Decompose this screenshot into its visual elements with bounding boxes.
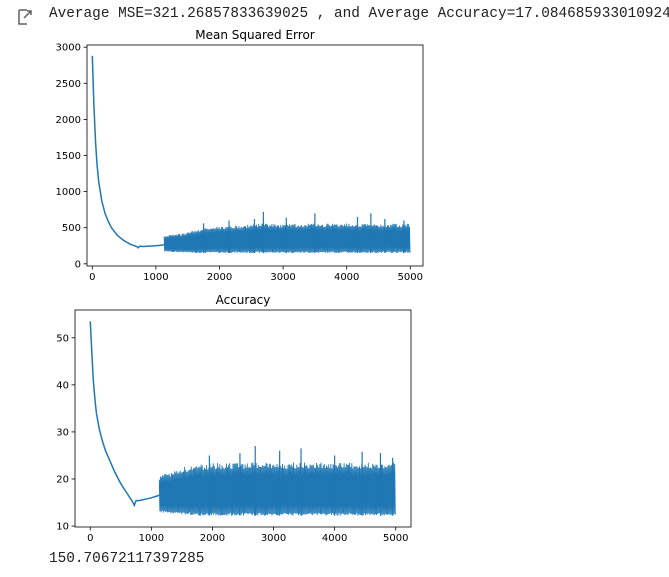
y-tick-label: 0 bbox=[75, 259, 81, 270]
x-tick-label: 1000 bbox=[143, 272, 168, 283]
chart-title: Accuracy bbox=[216, 293, 271, 307]
y-tick-label: 500 bbox=[62, 223, 81, 234]
x-tick-label: 2000 bbox=[200, 533, 225, 544]
x-tick-label: 0 bbox=[87, 533, 93, 544]
stdout-text: Average MSE=321.26857833639025 , and Ave… bbox=[49, 6, 669, 22]
y-tick-label: 1000 bbox=[56, 187, 81, 198]
x-tick-label: 4000 bbox=[334, 272, 359, 283]
y-tick-label: 1500 bbox=[56, 151, 81, 162]
y-tick-label: 20 bbox=[56, 474, 69, 485]
x-tick-label: 0 bbox=[89, 272, 95, 283]
axes-frame bbox=[74, 309, 412, 528]
series-line bbox=[91, 55, 165, 249]
output-arrow-icon[interactable] bbox=[16, 8, 34, 26]
x-tick-label: 1000 bbox=[139, 533, 164, 544]
y-tick-label: 2500 bbox=[56, 79, 81, 90]
y-tick-label: 50 bbox=[56, 333, 69, 344]
x-tick-label: 3000 bbox=[261, 533, 286, 544]
result-text: 150.70672117397285 bbox=[49, 551, 205, 567]
x-tick-label: 5000 bbox=[383, 533, 408, 544]
x-tick-label: 2000 bbox=[207, 272, 232, 283]
y-tick-label: 3000 bbox=[56, 43, 81, 54]
y-tick-label: 30 bbox=[56, 427, 69, 438]
y-tick-label: 2000 bbox=[56, 115, 81, 126]
series-oscillation bbox=[158, 462, 396, 516]
series-oscillation bbox=[163, 223, 411, 254]
x-tick-label: 3000 bbox=[270, 272, 295, 283]
chart-title: Mean Squared Error bbox=[195, 28, 315, 42]
y-tick-label: 40 bbox=[56, 380, 69, 391]
x-tick-label: 5000 bbox=[398, 272, 423, 283]
x-tick-label: 4000 bbox=[322, 533, 347, 544]
series-line bbox=[89, 321, 160, 508]
y-tick-label: 10 bbox=[56, 522, 69, 533]
